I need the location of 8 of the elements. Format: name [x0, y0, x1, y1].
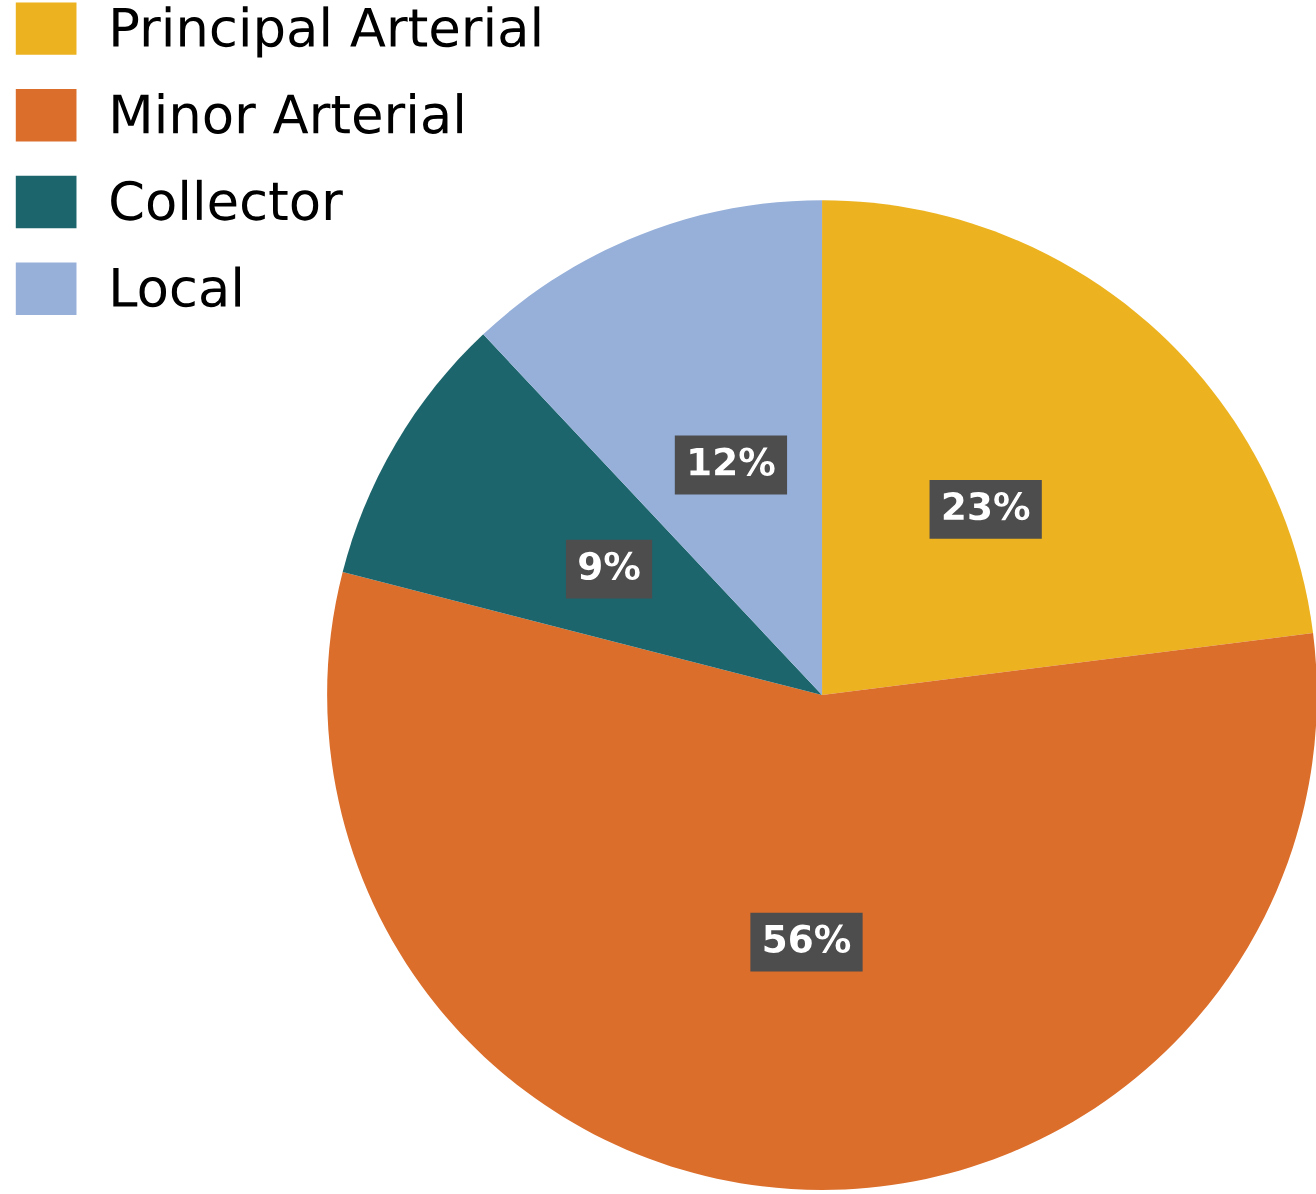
legend-label: Local	[113, 266, 240, 308]
legend-label: Collector	[111, 179, 343, 221]
legend-label: Principal Arterial	[113, 6, 540, 58]
legend-label: Minor Arterial	[113, 93, 462, 134]
data-label: 12%	[690, 447, 775, 476]
data-label: 9%	[579, 551, 640, 580]
data-label: 23%	[943, 491, 1030, 521]
data-label: 56%	[764, 924, 851, 953]
